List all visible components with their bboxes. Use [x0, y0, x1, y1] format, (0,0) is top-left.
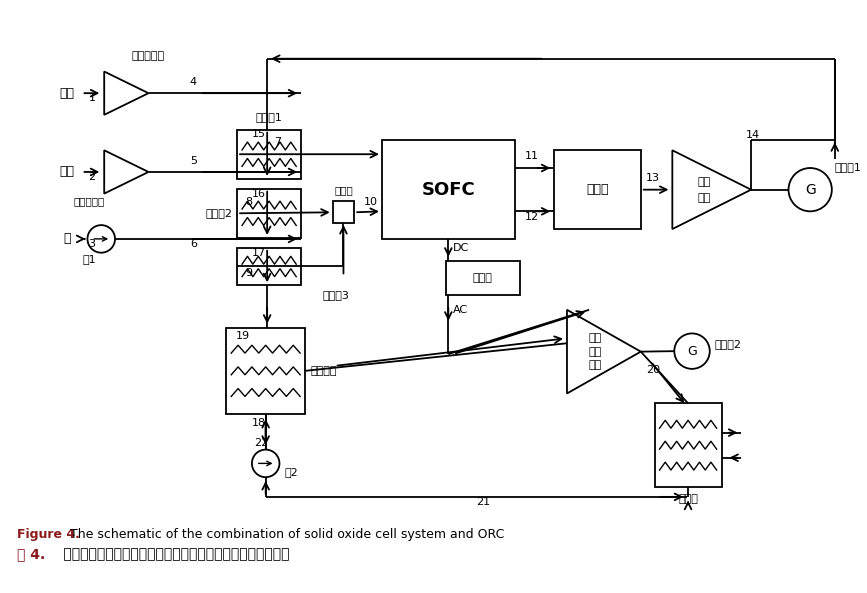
Text: 9: 9 — [245, 268, 252, 278]
Text: 13: 13 — [646, 173, 660, 183]
Text: 燃料压缩机: 燃料压缩机 — [74, 196, 105, 206]
Text: 预热器3: 预热器3 — [323, 290, 349, 300]
Text: 2: 2 — [88, 172, 95, 182]
Text: 11: 11 — [525, 151, 538, 161]
Text: AC: AC — [453, 305, 468, 315]
Text: 水: 水 — [63, 232, 70, 246]
Text: Figure 4.: Figure 4. — [16, 528, 80, 541]
Text: 工质: 工质 — [589, 347, 602, 356]
Text: G: G — [688, 345, 697, 358]
Text: 15: 15 — [251, 129, 265, 139]
Text: 22: 22 — [254, 438, 268, 448]
Text: 4: 4 — [190, 77, 197, 87]
Bar — [446, 260, 519, 295]
Text: 12: 12 — [525, 212, 538, 222]
Text: 19: 19 — [236, 331, 251, 342]
Bar — [381, 141, 515, 239]
Text: G: G — [805, 183, 816, 197]
Text: 预热器1: 预热器1 — [256, 112, 283, 122]
Bar — [237, 130, 301, 179]
Text: 20: 20 — [646, 365, 660, 375]
Polygon shape — [567, 310, 641, 394]
Text: 冷凝器: 冷凝器 — [678, 494, 698, 504]
Text: 6: 6 — [190, 239, 197, 249]
Text: 甲烷: 甲烷 — [59, 165, 75, 178]
Text: 泵1: 泵1 — [82, 254, 96, 264]
Circle shape — [252, 449, 279, 477]
Text: 18: 18 — [252, 418, 266, 428]
Polygon shape — [104, 72, 148, 115]
Text: 3: 3 — [88, 239, 95, 249]
Text: 混合器: 混合器 — [334, 186, 353, 196]
Bar — [226, 327, 305, 414]
Text: 后燃室: 后燃室 — [586, 183, 609, 196]
Circle shape — [88, 225, 115, 253]
Polygon shape — [672, 150, 751, 229]
Circle shape — [788, 168, 831, 211]
Text: 5: 5 — [190, 156, 197, 166]
Text: 16: 16 — [251, 189, 265, 199]
Text: 空气压缩机: 空气压缩机 — [132, 51, 165, 60]
Bar — [333, 202, 355, 223]
Text: SOFC: SOFC — [421, 181, 475, 199]
Text: 预热器2: 预热器2 — [205, 208, 232, 218]
Text: 余热锅炉: 余热锅炉 — [311, 366, 337, 376]
Text: 1: 1 — [88, 93, 95, 103]
Text: 燃气: 燃气 — [697, 177, 710, 187]
Text: 21: 21 — [476, 497, 491, 507]
Text: 17: 17 — [251, 248, 265, 257]
Bar — [554, 150, 641, 229]
Bar — [237, 248, 301, 285]
Text: 发电机1: 发电机1 — [835, 162, 862, 172]
Text: 泵2: 泵2 — [284, 467, 298, 477]
Text: 14: 14 — [746, 130, 760, 141]
Text: 空气: 空气 — [59, 87, 75, 100]
Text: The schematic of the combination of solid oxide cell system and ORC: The schematic of the combination of soli… — [66, 528, 505, 541]
Text: 透平: 透平 — [697, 193, 710, 203]
Text: 图 4.: 图 4. — [16, 547, 45, 561]
Bar — [237, 189, 301, 238]
Text: 逆变器: 逆变器 — [473, 273, 492, 283]
Circle shape — [675, 333, 710, 369]
Text: 发电机2: 发电机2 — [714, 339, 741, 349]
Polygon shape — [104, 150, 148, 193]
Text: DC: DC — [453, 243, 470, 253]
Text: 7: 7 — [275, 138, 282, 147]
Text: 基于固体氧化物燃料电池系统的有机朗肯循环发电系统示意图: 基于固体氧化物燃料电池系统的有机朗肯循环发电系统示意图 — [59, 547, 290, 561]
Text: 有机: 有机 — [589, 333, 602, 343]
Text: 透平: 透平 — [589, 361, 602, 371]
Text: 10: 10 — [364, 197, 378, 208]
Text: 8: 8 — [245, 197, 252, 208]
Bar — [655, 403, 721, 487]
